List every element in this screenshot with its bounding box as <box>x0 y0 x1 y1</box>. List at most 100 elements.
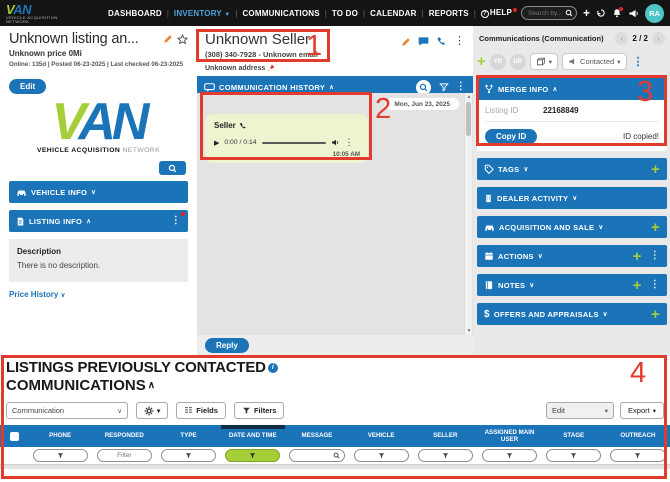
add-offer-button[interactable]: + <box>650 305 660 323</box>
price-history-link[interactable]: Price History ∨ <box>9 290 66 300</box>
user-avatar[interactable]: RA <box>645 3 664 23</box>
nav-inventory[interactable]: INVENTORY ▼ <box>173 8 231 18</box>
message-bubble: Seller ▶ 0:00 / 0:14 ⋮ 10:05 AM <box>205 114 368 163</box>
fields-button[interactable]: Fields <box>176 402 226 419</box>
bottom-subtitle: COMMUNICATIONS <box>6 377 146 394</box>
add-tag-button[interactable]: + <box>650 160 660 178</box>
chevron-down-icon: ∨ <box>572 195 578 202</box>
add-action-button[interactable]: + <box>632 247 642 265</box>
offers-appraisals-section[interactable]: $ OFFERS AND APPRAISALS ∨ + <box>477 303 667 325</box>
add-icon[interactable]: + <box>582 6 590 20</box>
responded-filter-text[interactable] <box>103 452 146 459</box>
scroll-down-icon[interactable]: ▼ <box>466 328 472 334</box>
phone-icon[interactable] <box>436 36 447 47</box>
seller-filter[interactable] <box>417 449 473 462</box>
settings-button[interactable]: ▾ <box>136 402 169 419</box>
merge-info-header[interactable]: MERGE INFO ∧ <box>477 78 667 100</box>
date-and-time-filter[interactable] <box>225 449 281 462</box>
vehicle-info-section[interactable]: VEHICLE INFO ∨ <box>9 181 188 204</box>
history-icon[interactable] <box>596 8 606 18</box>
more-options-icon[interactable]: ⋮ <box>455 81 466 92</box>
notes-section[interactable]: NOTES ∨ + ⋮ <box>477 274 667 296</box>
chat-icon[interactable] <box>418 36 429 47</box>
stage-filter[interactable] <box>546 449 602 462</box>
tags-section[interactable]: TAGS ∨ + <box>477 158 667 180</box>
edit-pencil-icon[interactable] <box>401 37 411 47</box>
column-header-outreach[interactable]: OUTREACH <box>620 432 656 440</box>
avatar-dr[interactable]: DR <box>509 53 526 70</box>
prev-page-button[interactable]: ‹ <box>615 32 629 45</box>
actions-section[interactable]: ACTIONS ∨ + ⋮ <box>477 245 667 267</box>
status-dropdown[interactable]: Contacted ▾ <box>562 53 627 70</box>
nav-dashboard[interactable]: DASHBOARD <box>108 8 162 18</box>
chevron-down-icon: ▼ <box>224 11 231 18</box>
info-icon[interactable]: i <box>267 362 278 373</box>
vehicle-filter[interactable] <box>353 449 409 462</box>
responded-filter-input[interactable] <box>96 449 152 462</box>
view-select[interactable]: Communication ∨ <box>6 402 128 419</box>
next-page-button[interactable]: › <box>652 32 665 45</box>
message-filter[interactable] <box>289 449 345 462</box>
column-header-responded[interactable]: RESPONDED <box>104 432 144 440</box>
column-header-message[interactable]: MESSAGE <box>301 432 333 440</box>
global-search[interactable] <box>520 6 577 20</box>
outreach-filter[interactable] <box>610 449 666 462</box>
listing-id-label: Listing ID <box>485 106 519 115</box>
dealer-activity-section[interactable]: DEALER ACTIVITY ∨ <box>477 187 667 209</box>
export-button[interactable]: Export ▾ <box>620 402 664 419</box>
dice-action-button[interactable]: ▾ <box>529 53 559 70</box>
column-header-assigned-main-user[interactable]: ASSIGNED MAIN USER <box>484 428 535 443</box>
reply-button[interactable]: Reply <box>205 338 249 353</box>
listing-info-section[interactable]: LISTING INFO ∧ ⋮ <box>9 210 188 233</box>
nav-help[interactable]: ? HELP <box>480 8 517 18</box>
audio-player: ▶ 0:00 / 0:14 ⋮ <box>214 138 360 147</box>
edit-pencil-icon[interactable] <box>163 34 173 45</box>
more-options-icon[interactable]: ⋮ <box>649 250 660 261</box>
scrollbar-thumb[interactable] <box>466 102 471 136</box>
edit-select[interactable]: Edit ▾ <box>546 402 615 419</box>
add-communication-button[interactable]: + <box>477 53 486 70</box>
history-search-icon[interactable] <box>415 79 431 95</box>
search-input[interactable] <box>527 9 562 17</box>
select-all-checkbox[interactable] <box>9 431 19 441</box>
play-icon[interactable]: ▶ <box>214 139 220 147</box>
nav-calendar[interactable]: CALENDAR <box>370 8 417 18</box>
avatar-yb[interactable]: YB <box>489 53 506 70</box>
filters-button[interactable]: Filters <box>233 402 285 419</box>
more-options-icon[interactable]: ⋮ <box>170 215 181 227</box>
column-header-seller[interactable]: SELLER <box>433 432 458 440</box>
chevron-up-icon[interactable]: ∧ <box>147 380 156 391</box>
bell-icon[interactable] <box>612 7 623 18</box>
filter-funnel-icon[interactable] <box>438 82 449 92</box>
scrollbar[interactable]: ▲ ▼ <box>464 93 472 335</box>
nav-communications[interactable]: COMMUNICATIONS <box>242 8 320 18</box>
volume-icon[interactable] <box>331 138 340 147</box>
add-acquisition-button[interactable]: + <box>650 218 660 236</box>
audio-progress-bar[interactable] <box>261 141 326 144</box>
nav-todo[interactable]: TO DO <box>331 8 359 18</box>
phone-filter[interactable] <box>32 449 88 462</box>
column-header-type[interactable]: TYPE <box>180 432 197 440</box>
more-options-icon[interactable]: ⋮ <box>632 56 644 68</box>
column-header-stage[interactable]: STAGE <box>563 432 585 440</box>
add-note-button[interactable]: + <box>632 276 642 294</box>
van-logo[interactable]: VAN VEHICLE ACQUISITION NETWORK <box>6 3 82 24</box>
megaphone-icon[interactable] <box>628 8 639 19</box>
more-options-icon[interactable]: ⋮ <box>454 35 465 47</box>
more-options-icon[interactable]: ⋮ <box>649 279 660 290</box>
pin-icon[interactable] <box>267 64 275 72</box>
panel-search-button[interactable] <box>159 161 186 176</box>
type-filter[interactable] <box>160 449 217 462</box>
column-header-date-and-time[interactable]: DATE AND TIME <box>221 425 285 447</box>
edit-button[interactable]: Edit <box>9 79 47 94</box>
description-text: There is no description. <box>17 261 101 271</box>
scroll-up-icon[interactable]: ▲ <box>466 94 472 100</box>
acquisition-sale-section[interactable]: ACQUISITION AND SALE ∨ + <box>477 216 667 238</box>
copy-id-button[interactable]: Copy ID <box>485 129 538 144</box>
column-header-vehicle[interactable]: VEHICLE <box>367 432 395 440</box>
star-icon[interactable] <box>177 34 188 45</box>
column-header-phone[interactable]: PHONE <box>49 432 72 440</box>
assigned-main-user-filter[interactable] <box>481 449 538 462</box>
nav-reports[interactable]: REPORTS <box>428 8 469 18</box>
more-options-icon[interactable]: ⋮ <box>344 137 354 147</box>
